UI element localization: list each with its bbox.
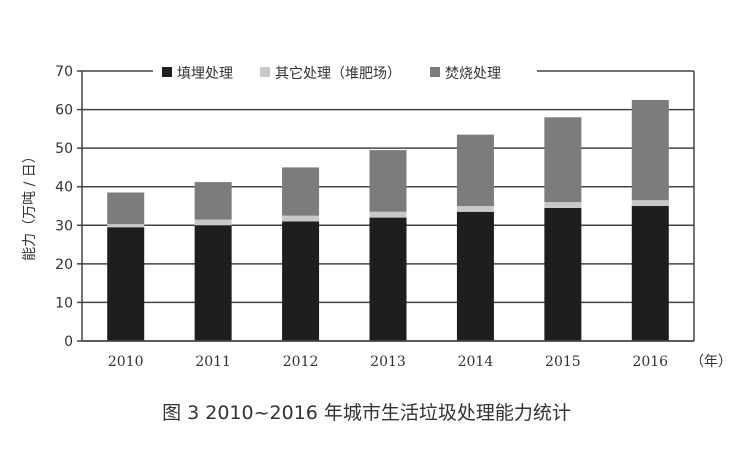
bar-segment-landfill — [544, 207, 582, 341]
bars — [107, 99, 669, 341]
bar-segment-incineration — [107, 192, 145, 225]
bar-segment-landfill — [631, 206, 669, 341]
x-tick-label: 2012 — [283, 354, 319, 370]
x-tick-label: 2014 — [458, 354, 494, 370]
bar-segment-incineration — [282, 167, 320, 216]
y-axis-label: 能力（万吨 / 日） — [22, 149, 38, 261]
axes: 0 10 20 30 40 50 60 70 2010 2011 2012 2013 2014 2015 2… — [55, 64, 695, 370]
legend-swatch — [260, 67, 270, 77]
bar-segment-landfill — [107, 227, 145, 341]
legend-swatch — [430, 67, 440, 77]
bar-segment-other — [456, 206, 494, 212]
y-tick-label: 10 — [55, 295, 73, 311]
legend-label: 焚烧处理 — [445, 66, 501, 82]
bar-segment-incineration — [544, 117, 582, 203]
x-tick-label: 2011 — [195, 354, 231, 370]
y-tick-label: 50 — [55, 141, 73, 157]
x-tick-label: 2010 — [108, 354, 144, 370]
bar-segment-other — [369, 211, 407, 218]
bar-segment-incineration — [194, 182, 232, 220]
bar-segment-landfill — [369, 217, 407, 341]
y-tick-label: 70 — [55, 64, 73, 80]
x-tick-label: 2016 — [632, 354, 668, 370]
stacked-bar-chart: 0 10 20 30 40 50 60 70 2010 2011 2012 2013 2014 2015 2… — [22, 59, 732, 370]
bar-segment-landfill — [194, 225, 232, 341]
y-tick-label: 60 — [55, 103, 73, 119]
x-tick-label: 2015 — [545, 354, 581, 370]
y-tick-label: 40 — [55, 180, 73, 196]
x-tick-label: 2013 — [370, 354, 406, 370]
bar-segment-landfill — [282, 221, 320, 341]
bar-segment-other — [544, 202, 582, 208]
legend-label: 填埋处理 — [177, 66, 233, 82]
y-tick-label: 20 — [55, 257, 73, 273]
bar-segment-landfill — [456, 211, 494, 341]
figure-caption: 图 3 2010~2016 年城市生活垃圾处理能力统计 — [162, 402, 571, 424]
bar-segment-incineration — [456, 134, 494, 206]
x-axis-unit-label: （年） — [690, 354, 732, 370]
legend-box — [153, 59, 537, 85]
y-tick-label: 30 — [55, 218, 73, 234]
bar-segment-incineration — [369, 150, 407, 212]
bar-segment-other — [194, 219, 232, 226]
bar-segment-other — [282, 215, 320, 222]
legend-swatch — [162, 67, 172, 77]
legend-label: 其它处理（堆肥场） — [275, 65, 401, 82]
legend: 填埋处理 其它处理（堆肥场） 焚烧处理 — [153, 59, 537, 85]
y-tick-label: 0 — [64, 334, 73, 350]
bar-segment-other — [631, 200, 669, 206]
bar-segment-other — [107, 224, 145, 228]
bar-segment-incineration — [631, 99, 669, 201]
